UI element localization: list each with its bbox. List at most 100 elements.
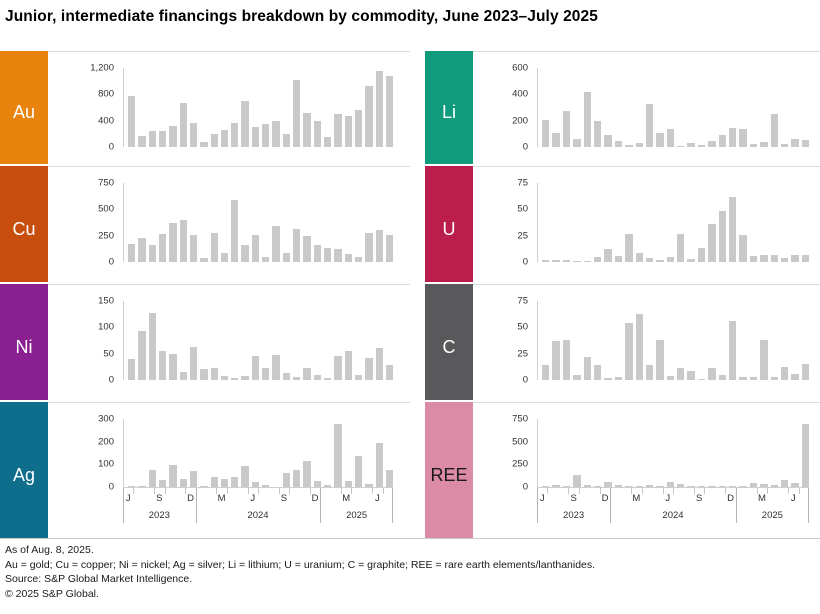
bar (334, 113, 342, 147)
bar (293, 229, 301, 262)
bar (687, 258, 695, 262)
bar (739, 486, 747, 487)
bars-ag (123, 419, 394, 487)
bar (801, 139, 810, 147)
bar (179, 479, 187, 487)
bar (780, 367, 789, 380)
bar (334, 248, 342, 262)
bar (189, 122, 198, 147)
y-axis-u: 0 25 50 75 (517, 177, 528, 268)
bar (251, 235, 260, 262)
bar (718, 211, 727, 262)
bar (344, 116, 352, 147)
bar (573, 374, 581, 380)
as-of-date: As of Aug. 8, 2025. (5, 544, 94, 556)
bar (251, 127, 260, 147)
chart-grid: Au 0 400 800 1,200 Cu 0 250 500 750 Ni 0 50 100 1… (0, 51, 820, 538)
bar (562, 110, 571, 147)
bar (656, 259, 664, 262)
bar (760, 254, 768, 262)
bar (573, 475, 581, 487)
bars-u (537, 183, 810, 262)
bar (200, 369, 208, 380)
bar (272, 120, 280, 147)
bar (354, 110, 363, 147)
bar (562, 485, 571, 487)
y-axis-ree: 0 250 500 750 (512, 413, 528, 493)
row-nickel: Ni 0 50 100 150 (0, 284, 410, 402)
bar (138, 135, 146, 147)
bar (210, 368, 218, 380)
bar (241, 100, 249, 147)
bar (801, 423, 810, 487)
bar (791, 139, 799, 147)
bar (697, 248, 706, 262)
bar (241, 375, 249, 380)
bar (739, 234, 747, 262)
bar (200, 486, 208, 487)
bar (760, 484, 768, 487)
bar (344, 351, 352, 380)
bar (718, 485, 727, 487)
bar (158, 131, 167, 147)
bar (583, 485, 591, 487)
bar (739, 129, 747, 147)
bars-li (537, 68, 810, 147)
bar (666, 128, 675, 147)
bar (573, 139, 581, 147)
bar (635, 313, 643, 380)
bar (179, 372, 187, 380)
bar (385, 75, 394, 147)
bar (262, 484, 270, 487)
bar (593, 120, 602, 147)
bars-ree (537, 419, 810, 487)
bar (272, 225, 280, 262)
bar (552, 133, 560, 147)
bar (354, 456, 363, 487)
commodity-label-ree: REE (425, 402, 473, 538)
bar (656, 339, 664, 380)
bar (562, 259, 571, 262)
bar (334, 423, 342, 487)
legend-text: Au = gold; Cu = copper; Ni = nickel; Ag … (5, 558, 596, 571)
row-uranium: U 0 25 50 75 (425, 166, 820, 284)
bar (687, 370, 695, 380)
bar (251, 482, 260, 487)
bar (542, 365, 550, 380)
bar (593, 365, 602, 380)
bar (148, 244, 156, 262)
bar (365, 357, 373, 380)
bar (625, 145, 633, 147)
bar (138, 237, 146, 262)
bar (760, 142, 768, 147)
bar (780, 257, 789, 262)
bar (323, 485, 332, 487)
row-graphite: C 0 25 50 75 (425, 284, 820, 402)
bar (635, 252, 643, 262)
row-gold: Au 0 400 800 1,200 (0, 51, 410, 166)
x-axis-left: J S D M J S D M J 2023 2024 2025 (123, 487, 393, 537)
bar (562, 339, 571, 380)
bar (282, 373, 290, 380)
bar (303, 112, 311, 147)
bar (148, 131, 156, 147)
bar (200, 142, 208, 147)
bar (262, 123, 270, 147)
bar (645, 365, 654, 380)
bar (614, 485, 623, 487)
commodity-label-u: U (425, 166, 473, 282)
bar (583, 91, 591, 147)
footer: As of Aug. 8, 2025. Au = gold; Cu = copp… (0, 538, 820, 601)
row-copper: Cu 0 250 500 750 (0, 166, 410, 284)
bar (542, 120, 550, 147)
bar (128, 244, 136, 262)
bar (128, 358, 136, 380)
bar (282, 133, 290, 147)
bar (718, 374, 727, 380)
bar (365, 484, 373, 487)
bar (272, 354, 280, 380)
bar (697, 485, 706, 487)
bar (385, 365, 394, 380)
bar (666, 482, 675, 487)
bar (791, 373, 799, 380)
